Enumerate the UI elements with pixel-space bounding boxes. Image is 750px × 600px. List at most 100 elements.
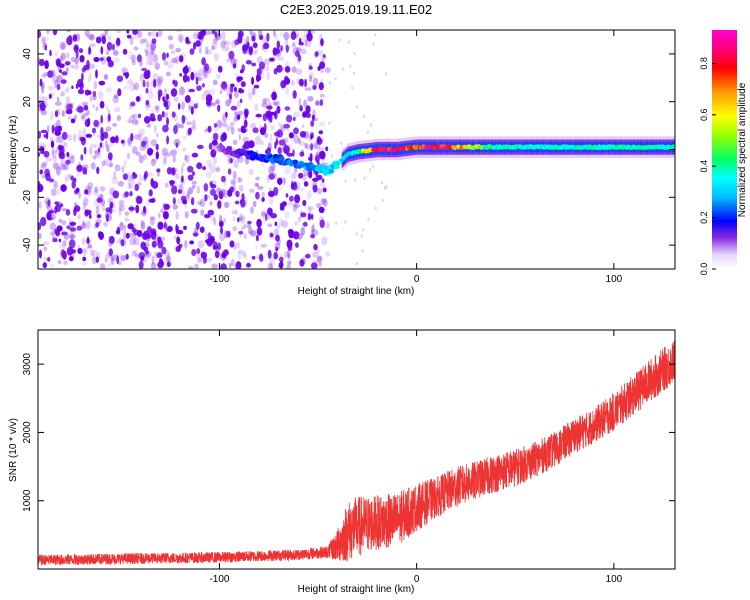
snr-x-tick-label: 100 [606,574,623,585]
noise-dot [207,125,212,133]
noise-dot [150,79,155,88]
noise-dot [189,48,195,55]
noise-dot [95,205,100,215]
noise-dot [116,226,121,235]
noise-dot [338,38,341,42]
noise-dot [281,176,285,181]
noise-dot [297,137,301,145]
noise-dot [204,194,208,202]
noise-dot [234,200,240,205]
noise-dot [262,42,270,50]
noise-dot [61,71,68,76]
noise-dot [199,46,202,55]
noise-dot [212,241,218,249]
noise-dot [47,199,51,207]
noise-dot [74,114,77,121]
noise-dot [187,75,190,83]
noise-dot [118,204,126,212]
noise-dot [137,181,142,187]
noise-dot [57,135,64,144]
noise-dot [312,259,319,264]
noise-dot [317,66,321,71]
noise-dot [95,256,100,264]
noise-dot [234,39,240,46]
ridge-core [671,144,675,149]
noise-dot [104,140,108,148]
noise-dot [210,149,217,158]
noise-dot [223,177,227,187]
noise-dot [290,172,297,180]
noise-dot [147,147,153,156]
noise-dot [199,30,206,36]
noise-dot [157,172,160,177]
noise-dot [146,78,150,87]
noise-dot [328,121,331,125]
noise-dot [44,168,50,177]
noise-dot [265,213,268,221]
noise-dot [220,134,225,142]
noise-dot [89,95,93,103]
noise-dot [56,166,61,176]
noise-dot [254,135,262,145]
noise-dot [133,249,139,257]
noise-dot [347,40,350,44]
noise-dot [61,207,67,212]
noise-dot [306,32,313,42]
noise-dot [178,243,183,248]
colorbar-gradient [712,30,737,269]
noise-dot [186,121,193,126]
noise-dot [92,154,97,160]
noise-dot [167,60,174,69]
noise-dot [220,175,226,183]
spectrogram-y-tick-label: 20 [22,96,33,108]
noise-dot [166,52,169,58]
noise-dot [38,201,41,209]
noise-dot [58,238,62,243]
noise-dot [175,30,182,33]
noise-dot [157,75,164,84]
noise-dot [100,133,105,141]
noise-dot [307,213,311,221]
noise-dot [177,189,183,195]
noise-dot [106,86,112,93]
noise-dot [85,220,91,230]
noise-dot [310,234,315,239]
noise-dot [202,69,207,77]
noise-dot [66,103,73,111]
noise-dot [232,180,236,187]
noise-dot [251,255,256,260]
noise-dot [122,192,128,199]
noise-dot [163,152,170,159]
noise-dot [255,74,262,82]
noise-dot [133,237,140,246]
noise-dot [273,100,281,107]
noise-dot [204,214,211,219]
noise-dot [286,250,291,258]
noise-dot [268,166,274,175]
noise-dot [62,240,67,247]
noise-dot [322,187,327,193]
noise-dot [220,40,227,49]
noise-dot [164,221,167,229]
noise-dot [60,250,66,260]
noise-dot [149,51,155,61]
noise-dot [42,36,49,42]
noise-dot [191,180,198,185]
noise-dot [130,133,134,142]
noise-dot [321,53,326,62]
noise-dot [82,256,87,262]
colorbar-label: Normalized spectral amplitude [737,82,748,217]
noise-dot [362,228,365,232]
noise-dot [194,263,199,269]
noise-dot [125,232,130,239]
noise-dot [247,220,252,225]
noise-dot [142,79,146,88]
noise-dot [374,206,377,210]
noise-dot [129,232,135,238]
noise-dot [170,149,177,156]
noise-dot [232,63,237,69]
noise-dot [282,201,287,207]
noise-dot [141,67,148,72]
noise-dot [275,246,279,252]
noise-dot [140,140,146,147]
